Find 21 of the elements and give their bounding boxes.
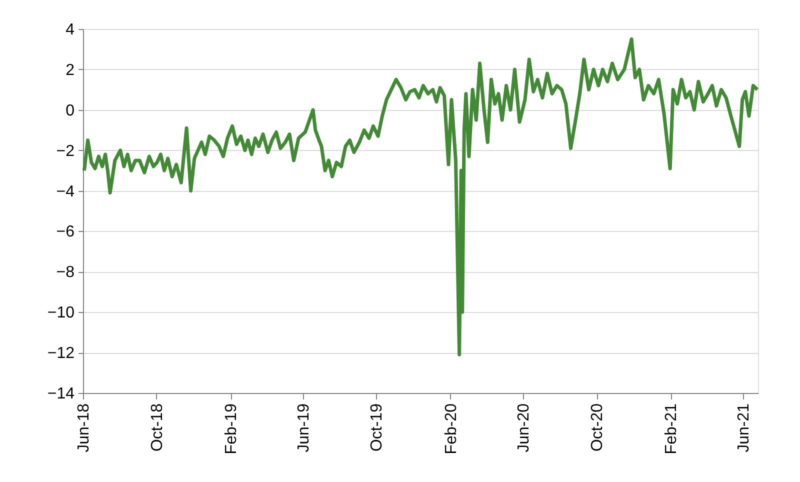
y-tick-label: 4 bbox=[66, 22, 75, 38]
y-tick-label: −14 bbox=[47, 386, 75, 402]
y-tick-label: −4 bbox=[56, 183, 75, 200]
x-tick-label: Jun-20 bbox=[516, 403, 533, 452]
x-tick-label: Feb-21 bbox=[663, 403, 680, 454]
x-tick-label: Jun-21 bbox=[735, 403, 752, 452]
y-tick-label: 0 bbox=[66, 102, 75, 120]
x-tick-label: Feb-19 bbox=[223, 403, 240, 454]
x-tick-label: Oct-20 bbox=[589, 403, 606, 452]
y-tick-label: −12 bbox=[47, 345, 75, 362]
y-tick-label: −10 bbox=[47, 304, 75, 322]
y-tick-label: 2 bbox=[66, 62, 75, 79]
x-tick-label: Jun-19 bbox=[295, 403, 312, 452]
x-tick-label: Oct-19 bbox=[368, 403, 386, 452]
y-tick-label: −6 bbox=[56, 224, 75, 241]
y-tick-label: −2 bbox=[56, 142, 75, 160]
line-series bbox=[82, 37, 760, 356]
x-tick-label: Jun-18 bbox=[76, 403, 92, 452]
y-tick-label: −8 bbox=[56, 264, 75, 282]
x-tick-label: Oct-18 bbox=[148, 403, 166, 452]
x-tick-label: Feb-20 bbox=[442, 403, 460, 454]
